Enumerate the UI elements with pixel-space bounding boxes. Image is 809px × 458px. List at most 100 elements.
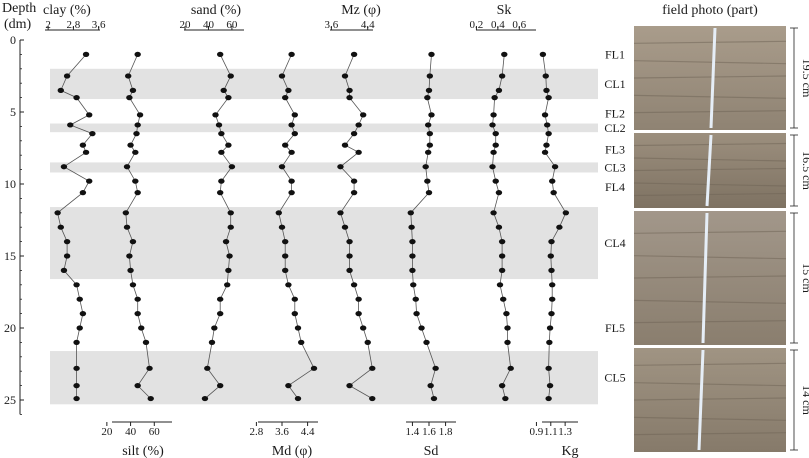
sand-point bbox=[220, 87, 227, 93]
md-tick-label: 3.6 bbox=[275, 426, 289, 438]
photo-layer-texture bbox=[633, 230, 787, 234]
kg-point bbox=[546, 325, 554, 331]
sd-point bbox=[425, 87, 433, 93]
depth-tick-label-25: 25 bbox=[4, 393, 16, 407]
photo-layer-texture bbox=[633, 182, 787, 187]
md-point bbox=[291, 296, 298, 302]
md-point bbox=[285, 383, 292, 389]
sd-point bbox=[412, 296, 419, 302]
md-point bbox=[288, 51, 295, 58]
sk-point bbox=[495, 224, 503, 230]
clay-point bbox=[79, 142, 87, 148]
band-shade-cl2 bbox=[50, 123, 598, 133]
silt-tick-label: 60 bbox=[149, 426, 161, 438]
sand-point bbox=[227, 224, 234, 230]
sd-point bbox=[424, 149, 432, 155]
clay-point bbox=[63, 253, 71, 259]
mz-point bbox=[346, 267, 353, 273]
photo-measuring-rod bbox=[705, 134, 713, 207]
sd-point bbox=[424, 178, 431, 184]
depth-tick-label-5: 5 bbox=[10, 105, 16, 119]
silt-point bbox=[136, 112, 144, 118]
md-point bbox=[282, 142, 289, 148]
kg-point bbox=[550, 190, 557, 196]
sk-axis-title: Sk bbox=[497, 3, 512, 18]
clay-point bbox=[57, 224, 64, 230]
sand-point bbox=[212, 112, 219, 118]
photo-segments: 19.5 cm 16.5 cm 15 cm 14 cm bbox=[633, 26, 809, 452]
sk-point bbox=[490, 112, 497, 118]
clay-point bbox=[86, 112, 93, 118]
mz-point bbox=[346, 87, 353, 93]
mz-point bbox=[346, 253, 353, 259]
silt-point bbox=[133, 131, 140, 137]
mz-point bbox=[355, 122, 362, 128]
band-label-cl3: CL3 bbox=[604, 160, 625, 174]
panel-silt: 20 40 60 silt (%) bbox=[101, 51, 172, 458]
clay-point bbox=[73, 95, 80, 101]
photo-measuring-rod bbox=[709, 27, 717, 129]
md-point bbox=[291, 131, 298, 137]
band-label-fl1: FL1 bbox=[605, 47, 625, 61]
silt-point bbox=[134, 383, 141, 389]
md-point bbox=[275, 210, 282, 216]
kg-point bbox=[542, 73, 549, 79]
band-label-cl4: CL4 bbox=[604, 236, 625, 250]
panel-sd: 1.4 1.6 1.8Sd bbox=[406, 51, 456, 458]
photo-layer-texture bbox=[633, 94, 787, 99]
silt-point bbox=[132, 149, 139, 155]
sk-point bbox=[492, 131, 499, 137]
md-point bbox=[285, 87, 292, 93]
sand-tick-label: 40 bbox=[203, 19, 215, 31]
clay-tick-label: 2 bbox=[45, 19, 51, 31]
band-label-cl1: CL1 bbox=[604, 77, 625, 91]
sd-point bbox=[409, 239, 416, 245]
sd-point bbox=[407, 210, 414, 216]
md-point bbox=[310, 365, 318, 371]
clay-point bbox=[79, 311, 87, 317]
sand-point bbox=[211, 325, 218, 331]
silt-axis-title: silt (%) bbox=[122, 444, 164, 458]
kg-tick-label: 0.9 bbox=[530, 426, 544, 438]
clay-point bbox=[63, 73, 71, 79]
clay-tick-label: 3.6 bbox=[92, 19, 106, 31]
sk-point bbox=[495, 190, 503, 196]
kg-point bbox=[556, 224, 563, 230]
sd-axis-title: Sd bbox=[424, 444, 439, 458]
sand-point bbox=[215, 122, 223, 128]
clay-point bbox=[76, 296, 83, 302]
sd-point bbox=[418, 325, 425, 331]
mz-point bbox=[369, 395, 376, 402]
clay-point bbox=[57, 87, 64, 93]
kg-point bbox=[543, 87, 550, 93]
sk-point bbox=[498, 73, 506, 79]
mz-point bbox=[359, 112, 367, 118]
mz-point bbox=[355, 296, 362, 302]
clay-point bbox=[76, 325, 83, 331]
kg-point bbox=[545, 395, 552, 402]
silt-point bbox=[132, 178, 139, 184]
md-axis-title: Md (φ) bbox=[272, 444, 313, 458]
sand-point bbox=[222, 239, 230, 245]
photo-layer-texture bbox=[633, 192, 787, 197]
band-shade-cl4 bbox=[50, 207, 598, 280]
silt-point bbox=[134, 296, 141, 302]
band-shade-cl5 bbox=[50, 351, 598, 405]
sd-point bbox=[410, 282, 417, 288]
sd-point bbox=[426, 142, 434, 148]
md-point bbox=[278, 73, 286, 79]
sk-point bbox=[489, 164, 496, 170]
sand-point bbox=[218, 178, 225, 184]
photo-layer-texture bbox=[633, 397, 787, 401]
band-label-cl5: CL5 bbox=[604, 371, 625, 385]
mz-point bbox=[355, 311, 362, 317]
md-point bbox=[288, 190, 295, 196]
sd-tick-label: 1.4 bbox=[406, 426, 420, 438]
sand-point bbox=[227, 73, 234, 79]
sand-point bbox=[216, 51, 224, 58]
md-tick-label: 2.8 bbox=[250, 426, 264, 438]
md-point bbox=[282, 239, 289, 245]
silt-point bbox=[134, 311, 141, 317]
